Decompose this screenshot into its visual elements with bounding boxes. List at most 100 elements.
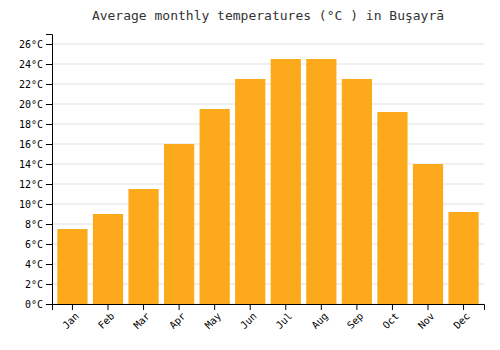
- y-tick-mark: [46, 224, 52, 225]
- x-tick: Jul: [274, 304, 295, 331]
- bar: [93, 214, 123, 304]
- x-tick-label: Jan: [60, 310, 81, 331]
- y-axis-line: [46, 35, 53, 305]
- y-axis: 0°C 2°C 4°C 6°C 8°C 10°C 12°C 14°C 16°C 18°C 20°C 2…: [19, 35, 53, 310]
- y-tick-mark: [46, 104, 52, 105]
- x-tick: Apr: [167, 304, 188, 331]
- bar: [306, 59, 336, 304]
- y-tick-label: 26°C: [19, 39, 43, 50]
- y-tick-mark: [46, 64, 52, 65]
- y-tick-label: 20°C: [19, 99, 43, 110]
- x-tick-label: Mar: [131, 310, 152, 331]
- y-tick: 6°C: [25, 239, 52, 250]
- y-tick-mark: [46, 284, 52, 285]
- x-tick: Oct: [380, 304, 401, 331]
- y-tick-label: 14°C: [19, 159, 43, 170]
- y-tick: 8°C: [25, 219, 52, 230]
- x-tick-label: Aug: [309, 310, 330, 331]
- y-tick: 16°C: [19, 139, 52, 150]
- grid-line: [52, 64, 484, 65]
- x-tick-label: Apr: [167, 310, 188, 331]
- y-tick-label: 6°C: [25, 239, 43, 250]
- x-tick-mark: [356, 304, 357, 310]
- y-tick-mark: [46, 244, 52, 245]
- bar: [377, 112, 407, 304]
- y-tick-mark: [46, 144, 52, 145]
- bar: [128, 189, 158, 304]
- y-tick: 22°C: [19, 79, 52, 90]
- x-tick: Aug: [309, 304, 330, 331]
- y-tick: 2°C: [25, 279, 52, 290]
- y-tick-mark: [46, 304, 52, 305]
- x-tick-label: Dec: [451, 310, 472, 331]
- x-tick-mark: [463, 304, 464, 310]
- x-tick-mark: [392, 304, 393, 310]
- x-tick-label: Oct: [380, 310, 401, 331]
- x-tick: Jan: [60, 304, 81, 331]
- grid-line: [52, 104, 484, 105]
- bars: [57, 59, 478, 304]
- x-tick-mark: [285, 304, 286, 310]
- bar: [342, 79, 372, 304]
- x-tick-mark: [72, 304, 73, 310]
- y-tick-mark: [46, 44, 52, 45]
- x-tick: May: [203, 304, 224, 331]
- y-tick: 12°C: [19, 179, 52, 190]
- plot-area: 0°C 2°C 4°C 6°C 8°C 10°C 12°C 14°C 16°C 18°C 20°C 2…: [19, 35, 485, 331]
- bar: [164, 144, 194, 304]
- x-tick: Feb: [96, 304, 117, 331]
- bar: [200, 109, 230, 304]
- y-tick-mark: [46, 84, 52, 85]
- y-tick: 0°C: [25, 299, 52, 310]
- y-tick-label: 0°C: [25, 299, 43, 310]
- y-tick-label: 12°C: [19, 179, 43, 190]
- x-axis-line: [53, 305, 485, 311]
- y-tick: 14°C: [19, 159, 52, 170]
- y-tick: 10°C: [19, 199, 52, 210]
- y-tick: 26°C: [19, 39, 52, 50]
- title: Average monthly temperatures (°C ) in Bu…: [92, 8, 444, 23]
- bar: [413, 164, 443, 304]
- x-tick-mark: [214, 304, 215, 310]
- grid: [52, 44, 484, 304]
- y-tick-mark: [46, 124, 52, 125]
- x-tick-label: May: [203, 310, 224, 331]
- x-tick-mark: [428, 304, 429, 310]
- grid-line: [52, 124, 484, 125]
- x-tick-label: Nov: [416, 310, 437, 331]
- x-tick-label: Jun: [238, 310, 259, 331]
- y-tick-label: 24°C: [19, 59, 43, 70]
- x-tick: Nov: [416, 304, 437, 331]
- y-tick: 4°C: [25, 259, 52, 270]
- y-tick-label: 22°C: [19, 79, 43, 90]
- x-tick-mark: [179, 304, 180, 310]
- y-tick-label: 2°C: [25, 279, 43, 290]
- y-tick-label: 18°C: [19, 119, 43, 130]
- y-tick-label: 8°C: [25, 219, 43, 230]
- grid-line: [52, 144, 484, 145]
- y-tick-label: 4°C: [25, 259, 43, 270]
- y-tick: 20°C: [19, 99, 52, 110]
- bar: [448, 212, 478, 304]
- grid-line: [52, 44, 484, 45]
- y-tick: 24°C: [19, 59, 52, 70]
- x-tick-label: Feb: [96, 310, 117, 331]
- y-tick-mark: [46, 264, 52, 265]
- x-tick-mark: [321, 304, 322, 310]
- x-tick-mark: [108, 304, 109, 310]
- bar: [271, 59, 301, 304]
- x-tick: Dec: [451, 304, 472, 331]
- x-tick: Jun: [238, 304, 259, 331]
- x-tick-mark: [250, 304, 251, 310]
- chart: 0°C 2°C 4°C 6°C 8°C 10°C 12°C 14°C 16°C 18°C 20°C 2…: [0, 0, 500, 350]
- y-tick-mark: [46, 184, 52, 185]
- x-tick: Sep: [345, 304, 366, 331]
- x-axis: Jan Feb Mar Apr May Jun Jul Aug Sep Oct Nov Dec: [53, 304, 485, 331]
- x-tick-label: Jul: [274, 310, 295, 331]
- grid-line: [52, 84, 484, 85]
- bar: [235, 79, 265, 304]
- y-tick-mark: [46, 204, 52, 205]
- y-tick-label: 10°C: [19, 199, 43, 210]
- x-tick: Mar: [131, 304, 152, 331]
- y-tick-label: 16°C: [19, 139, 43, 150]
